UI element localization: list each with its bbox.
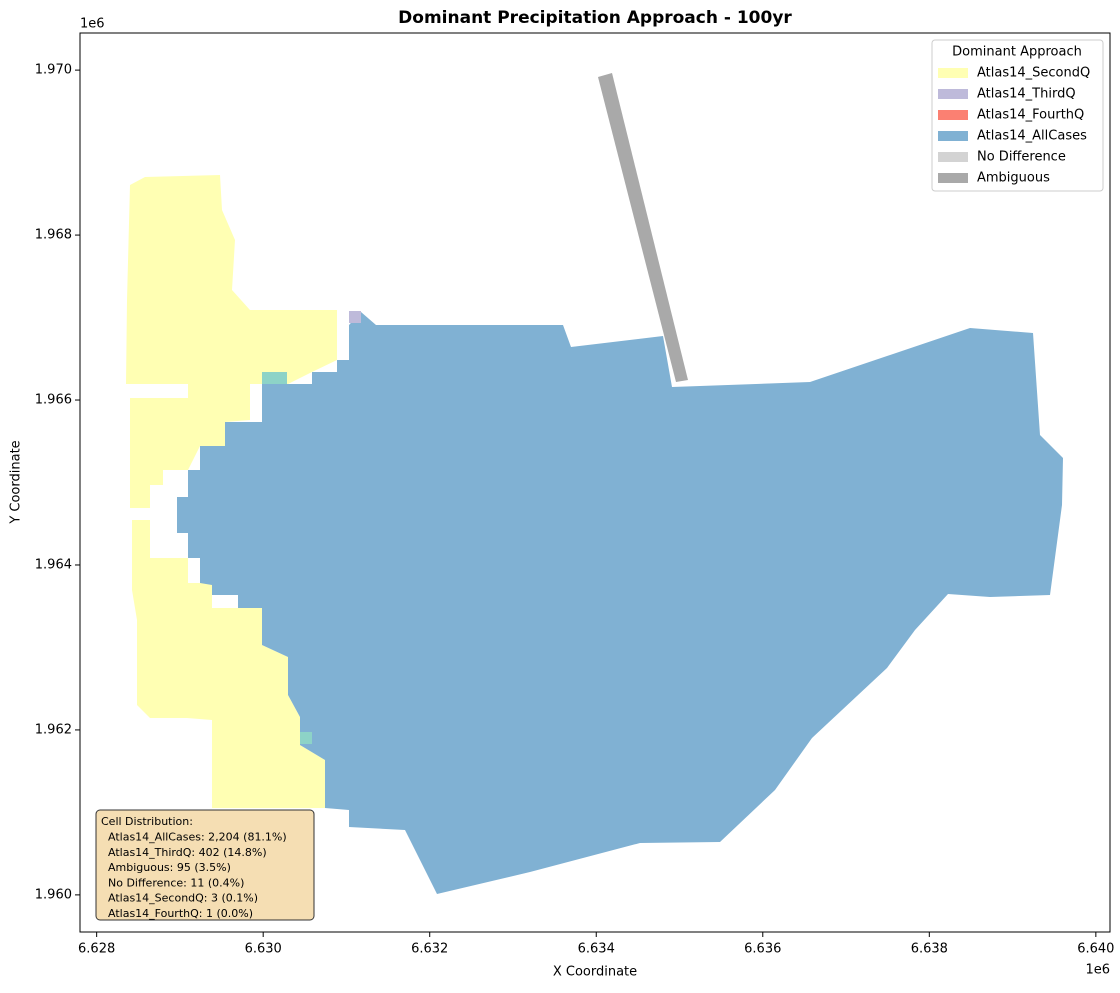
legend-swatch xyxy=(938,89,968,99)
region-other xyxy=(262,372,287,384)
legend-title: Dominant Approach xyxy=(952,45,1082,60)
legend-label: Atlas14_SecondQ xyxy=(977,66,1090,81)
annotation-line: Atlas14_ThirdQ: 402 (14.8%) xyxy=(108,846,267,859)
region-allcases xyxy=(177,312,1063,894)
annotation: Cell Distribution: Atlas14_AllCases: 2,20… xyxy=(95,809,315,921)
x-tick-label: 6.638 xyxy=(911,942,948,957)
y-tick-label: 1.970 xyxy=(35,63,72,78)
legend: Dominant Approach Atlas14_SecondQ Atlas14_… xyxy=(931,39,1104,192)
y-tick-label: 1.966 xyxy=(35,393,72,408)
legend-swatch xyxy=(938,68,968,78)
legend-box xyxy=(931,39,1104,192)
x-tick-label: 6.630 xyxy=(245,942,282,957)
chart-title: Dominant Precipitation Approach - 100yr xyxy=(398,8,792,28)
y-tick-label: 1.960 xyxy=(35,887,72,902)
annotation-line: No Difference: 11 (0.4%) xyxy=(108,876,244,889)
region-secondq xyxy=(132,520,337,808)
legend-label: Atlas14_AllCases xyxy=(977,129,1087,144)
x-tick-label: 6.628 xyxy=(78,942,115,957)
x-axis-label: X Coordinate xyxy=(553,965,637,980)
x-tick-label: 6.634 xyxy=(578,942,615,957)
region-ambiguous xyxy=(598,73,688,382)
legend-label: Atlas14_FourthQ xyxy=(977,108,1084,123)
legend-swatch xyxy=(938,173,968,183)
region-other xyxy=(300,732,312,744)
legend-swatch xyxy=(938,131,968,141)
legend-swatch xyxy=(938,110,968,120)
y-axis-label: Y Coordinate xyxy=(9,440,24,524)
legend-label: Atlas14_ThirdQ xyxy=(977,87,1076,102)
annotation-line: Atlas14_AllCases: 2,204 (81.1%) xyxy=(108,831,287,844)
legend-label: Ambiguous xyxy=(977,171,1050,186)
annotation-line: Atlas14_FourthQ: 1 (0.0%) xyxy=(108,907,253,920)
region-thirdq xyxy=(349,311,361,323)
legend-label: No Difference xyxy=(977,150,1066,165)
y-tick-label: 1.962 xyxy=(35,722,72,737)
annotation-title: Cell Distribution: xyxy=(101,815,193,828)
region-secondq xyxy=(126,175,337,508)
x-tick-label: 6.632 xyxy=(411,942,448,957)
x-offset-label: 1e6 xyxy=(1085,963,1110,978)
x-tick-label: 6.640 xyxy=(1077,942,1114,957)
annotation-box xyxy=(95,809,315,921)
y-offset-label: 1e6 xyxy=(80,17,105,32)
annotation-line: Atlas14_SecondQ: 3 (0.1%) xyxy=(108,892,258,905)
annotation-line: Ambiguous: 95 (3.5%) xyxy=(108,861,231,874)
x-tick-label: 6.636 xyxy=(744,942,781,957)
axes-frame xyxy=(79,32,1111,933)
y-tick-label: 1.964 xyxy=(35,557,72,572)
legend-swatch xyxy=(938,152,968,162)
y-tick-label: 1.968 xyxy=(35,228,72,243)
